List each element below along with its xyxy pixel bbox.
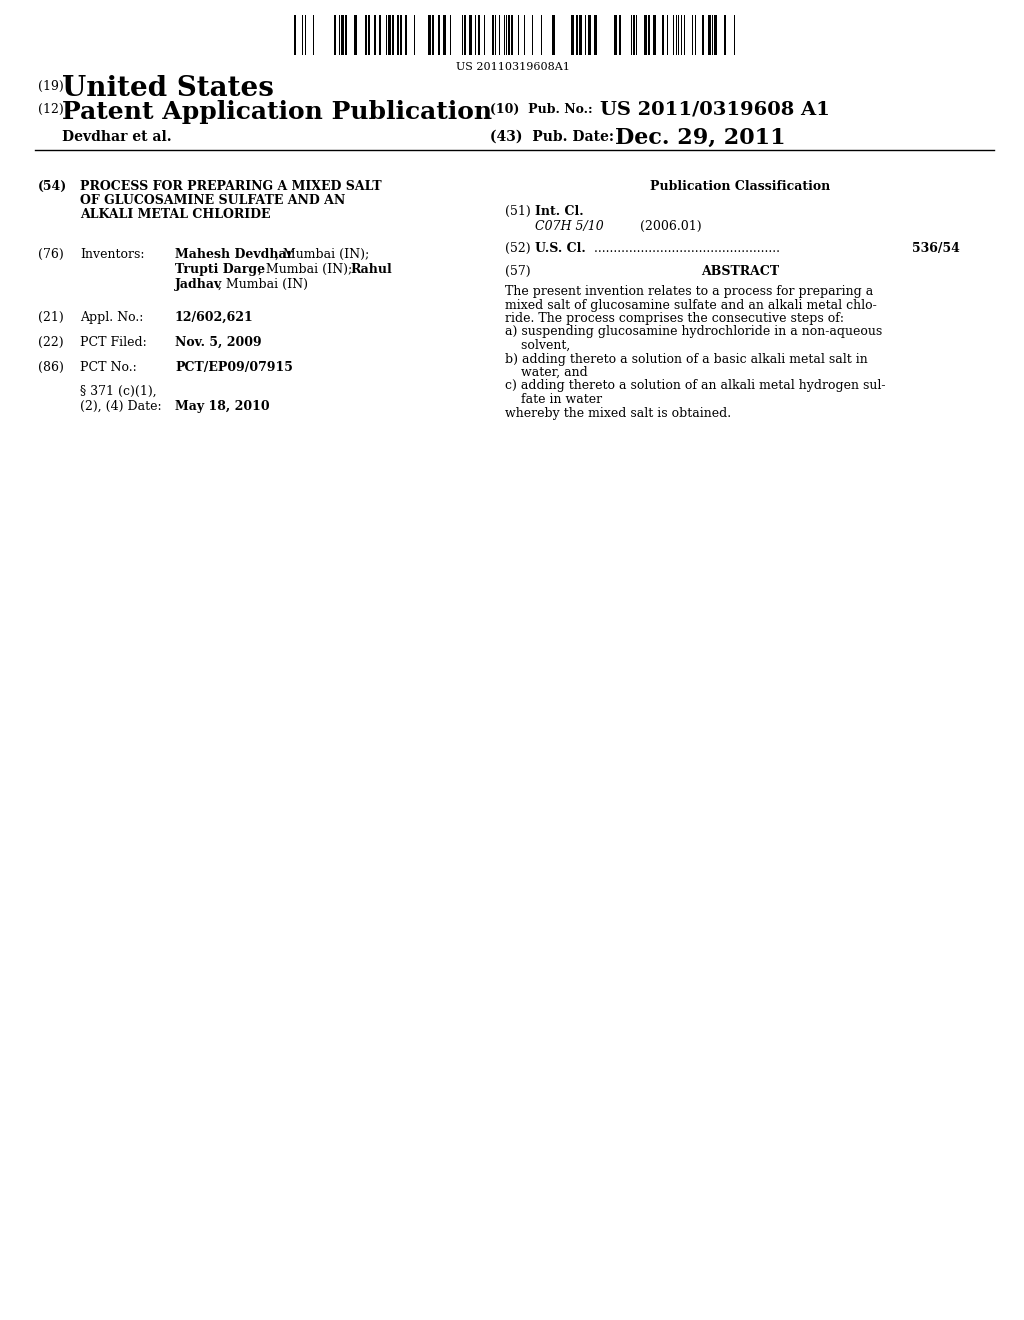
Bar	[571, 15, 574, 55]
Bar	[438, 15, 440, 55]
Text: ride. The process comprises the consecutive steps of:: ride. The process comprises the consecut…	[505, 312, 844, 325]
Text: whereby the mixed salt is obtained.: whereby the mixed salt is obtained.	[505, 407, 731, 420]
Text: , Mumbai (IN);: , Mumbai (IN);	[258, 263, 356, 276]
Text: Patent Application Publication: Patent Application Publication	[62, 100, 493, 124]
Text: 536/54: 536/54	[912, 242, 961, 255]
Text: (86): (86)	[38, 360, 63, 374]
Text: Nov. 5, 2009: Nov. 5, 2009	[175, 337, 261, 348]
Text: The present invention relates to a process for preparing a: The present invention relates to a proce…	[505, 285, 873, 298]
Bar	[588, 15, 591, 55]
Bar	[648, 15, 650, 55]
Text: Trupti Darge: Trupti Darge	[175, 263, 265, 276]
Bar	[469, 15, 472, 55]
Text: c) adding thereto a solution of an alkali metal hydrogen sul-: c) adding thereto a solution of an alkal…	[505, 380, 886, 392]
Text: Appl. No.:: Appl. No.:	[80, 312, 143, 323]
Text: ................................................: ........................................…	[590, 242, 788, 255]
Text: (52): (52)	[505, 242, 530, 255]
Text: § 371 (c)(1),: § 371 (c)(1),	[80, 385, 157, 399]
Text: US 20110319608A1: US 20110319608A1	[456, 62, 569, 73]
Text: ALKALI METAL CHLORIDE: ALKALI METAL CHLORIDE	[80, 209, 270, 220]
Bar	[618, 15, 621, 55]
Bar	[575, 15, 578, 55]
Text: , Mumbai (IN);: , Mumbai (IN);	[275, 248, 370, 261]
Bar	[492, 15, 494, 55]
Text: Rahul: Rahul	[350, 263, 392, 276]
Text: mixed salt of glucosamine sulfate and an alkali metal chlo-: mixed salt of glucosamine sulfate and an…	[505, 298, 877, 312]
Text: (76): (76)	[38, 248, 63, 261]
Text: (2), (4) Date:: (2), (4) Date:	[80, 400, 162, 413]
Bar	[552, 15, 555, 55]
Bar	[374, 15, 376, 55]
Text: b) adding thereto a solution of a basic alkali metal salt in: b) adding thereto a solution of a basic …	[505, 352, 867, 366]
Text: (22): (22)	[38, 337, 63, 348]
Text: PCT Filed:: PCT Filed:	[80, 337, 146, 348]
Bar	[724, 15, 726, 55]
Bar	[397, 15, 399, 55]
Text: PCT No.:: PCT No.:	[80, 360, 137, 374]
Bar	[334, 15, 336, 55]
Bar	[365, 15, 367, 55]
Text: US 2011/0319608 A1: US 2011/0319608 A1	[600, 100, 829, 117]
Bar	[368, 15, 370, 55]
Text: (43)  Pub. Date:: (43) Pub. Date:	[490, 129, 614, 144]
Text: C07H 5/10: C07H 5/10	[535, 220, 604, 234]
Bar	[511, 15, 513, 55]
Text: Dec. 29, 2011: Dec. 29, 2011	[615, 127, 785, 149]
Text: (19): (19)	[38, 81, 63, 92]
Text: United States: United States	[62, 75, 273, 102]
Bar	[464, 15, 466, 55]
Text: PROCESS FOR PREPARING A MIXED SALT: PROCESS FOR PREPARING A MIXED SALT	[80, 180, 382, 193]
Text: Publication Classification: Publication Classification	[650, 180, 830, 193]
Text: (12): (12)	[38, 103, 63, 116]
Bar	[662, 15, 664, 55]
Bar	[633, 15, 635, 55]
Bar	[388, 15, 391, 55]
Text: water, and: water, and	[505, 366, 588, 379]
Bar	[579, 15, 582, 55]
Text: , Mumbai (IN): , Mumbai (IN)	[218, 279, 308, 290]
Text: PCT/EP09/07915: PCT/EP09/07915	[175, 360, 293, 374]
Bar	[428, 15, 431, 55]
Text: solvent,: solvent,	[505, 339, 570, 352]
Text: Jadhav: Jadhav	[175, 279, 222, 290]
Bar	[443, 15, 446, 55]
Text: fate in water: fate in water	[505, 393, 602, 407]
Text: Int. Cl.: Int. Cl.	[535, 205, 584, 218]
Bar	[432, 15, 434, 55]
Bar	[653, 15, 656, 55]
Bar	[714, 15, 717, 55]
Text: May 18, 2010: May 18, 2010	[175, 400, 269, 413]
Bar	[614, 15, 617, 55]
Bar	[392, 15, 394, 55]
Text: Devdhar et al.: Devdhar et al.	[62, 129, 172, 144]
Text: ABSTRACT: ABSTRACT	[701, 265, 779, 279]
Bar	[702, 15, 705, 55]
Bar	[354, 15, 357, 55]
Text: U.S. Cl.: U.S. Cl.	[535, 242, 586, 255]
Bar	[294, 15, 296, 55]
Text: Inventors:: Inventors:	[80, 248, 144, 261]
Text: (51): (51)	[505, 205, 530, 218]
Text: a) suspending glucosamine hydrochloride in a non-aqueous: a) suspending glucosamine hydrochloride …	[505, 326, 883, 338]
Text: (57): (57)	[505, 265, 530, 279]
Text: OF GLUCOSAMINE SULFATE AND AN: OF GLUCOSAMINE SULFATE AND AN	[80, 194, 345, 207]
Text: 12/602,621: 12/602,621	[175, 312, 254, 323]
Bar	[594, 15, 597, 55]
Bar	[508, 15, 510, 55]
Bar	[379, 15, 381, 55]
Text: (10)  Pub. No.:: (10) Pub. No.:	[490, 103, 593, 116]
Text: Mahesh Devdhar: Mahesh Devdhar	[175, 248, 293, 261]
Bar	[406, 15, 407, 55]
Bar	[708, 15, 711, 55]
Bar	[400, 15, 402, 55]
Bar	[341, 15, 344, 55]
Text: (21): (21)	[38, 312, 63, 323]
Text: (2006.01): (2006.01)	[640, 220, 701, 234]
Bar	[345, 15, 347, 55]
Bar	[478, 15, 480, 55]
Text: (54): (54)	[38, 180, 68, 193]
Bar	[644, 15, 647, 55]
